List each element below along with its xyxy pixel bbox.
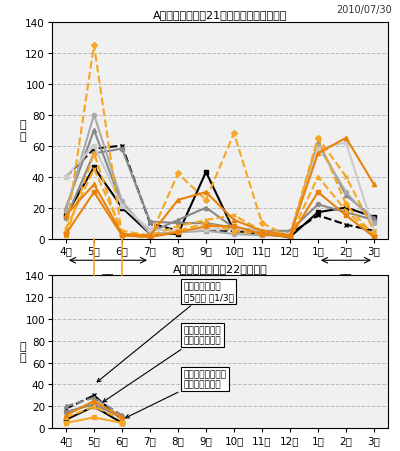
- Title: A課個人別時間外22年度実績: A課個人別時間外22年度実績: [173, 263, 267, 273]
- Text: 2010/07/30: 2010/07/30: [336, 5, 392, 15]
- Text: 決算: 決算: [102, 272, 114, 281]
- Text: 時間外のピーク
（5月） が1/3に: 時間外のピーク （5月） が1/3に: [97, 282, 234, 382]
- Y-axis label: 時
間: 時 間: [19, 341, 26, 363]
- Text: 決算統計にかかる
時間外が皆減少: 決算統計にかかる 時間外が皆減少: [126, 369, 227, 418]
- Title: A課個人別時間外21年度実績（契約担当）: A課個人別時間外21年度実績（契約担当）: [153, 10, 287, 20]
- Text: 予算: 予算: [340, 272, 352, 281]
- Text: 全員の時間外が
同じ割合で減少: 全員の時間外が 同じ割合で減少: [103, 326, 221, 402]
- Y-axis label: 時
間: 時 間: [19, 120, 26, 142]
